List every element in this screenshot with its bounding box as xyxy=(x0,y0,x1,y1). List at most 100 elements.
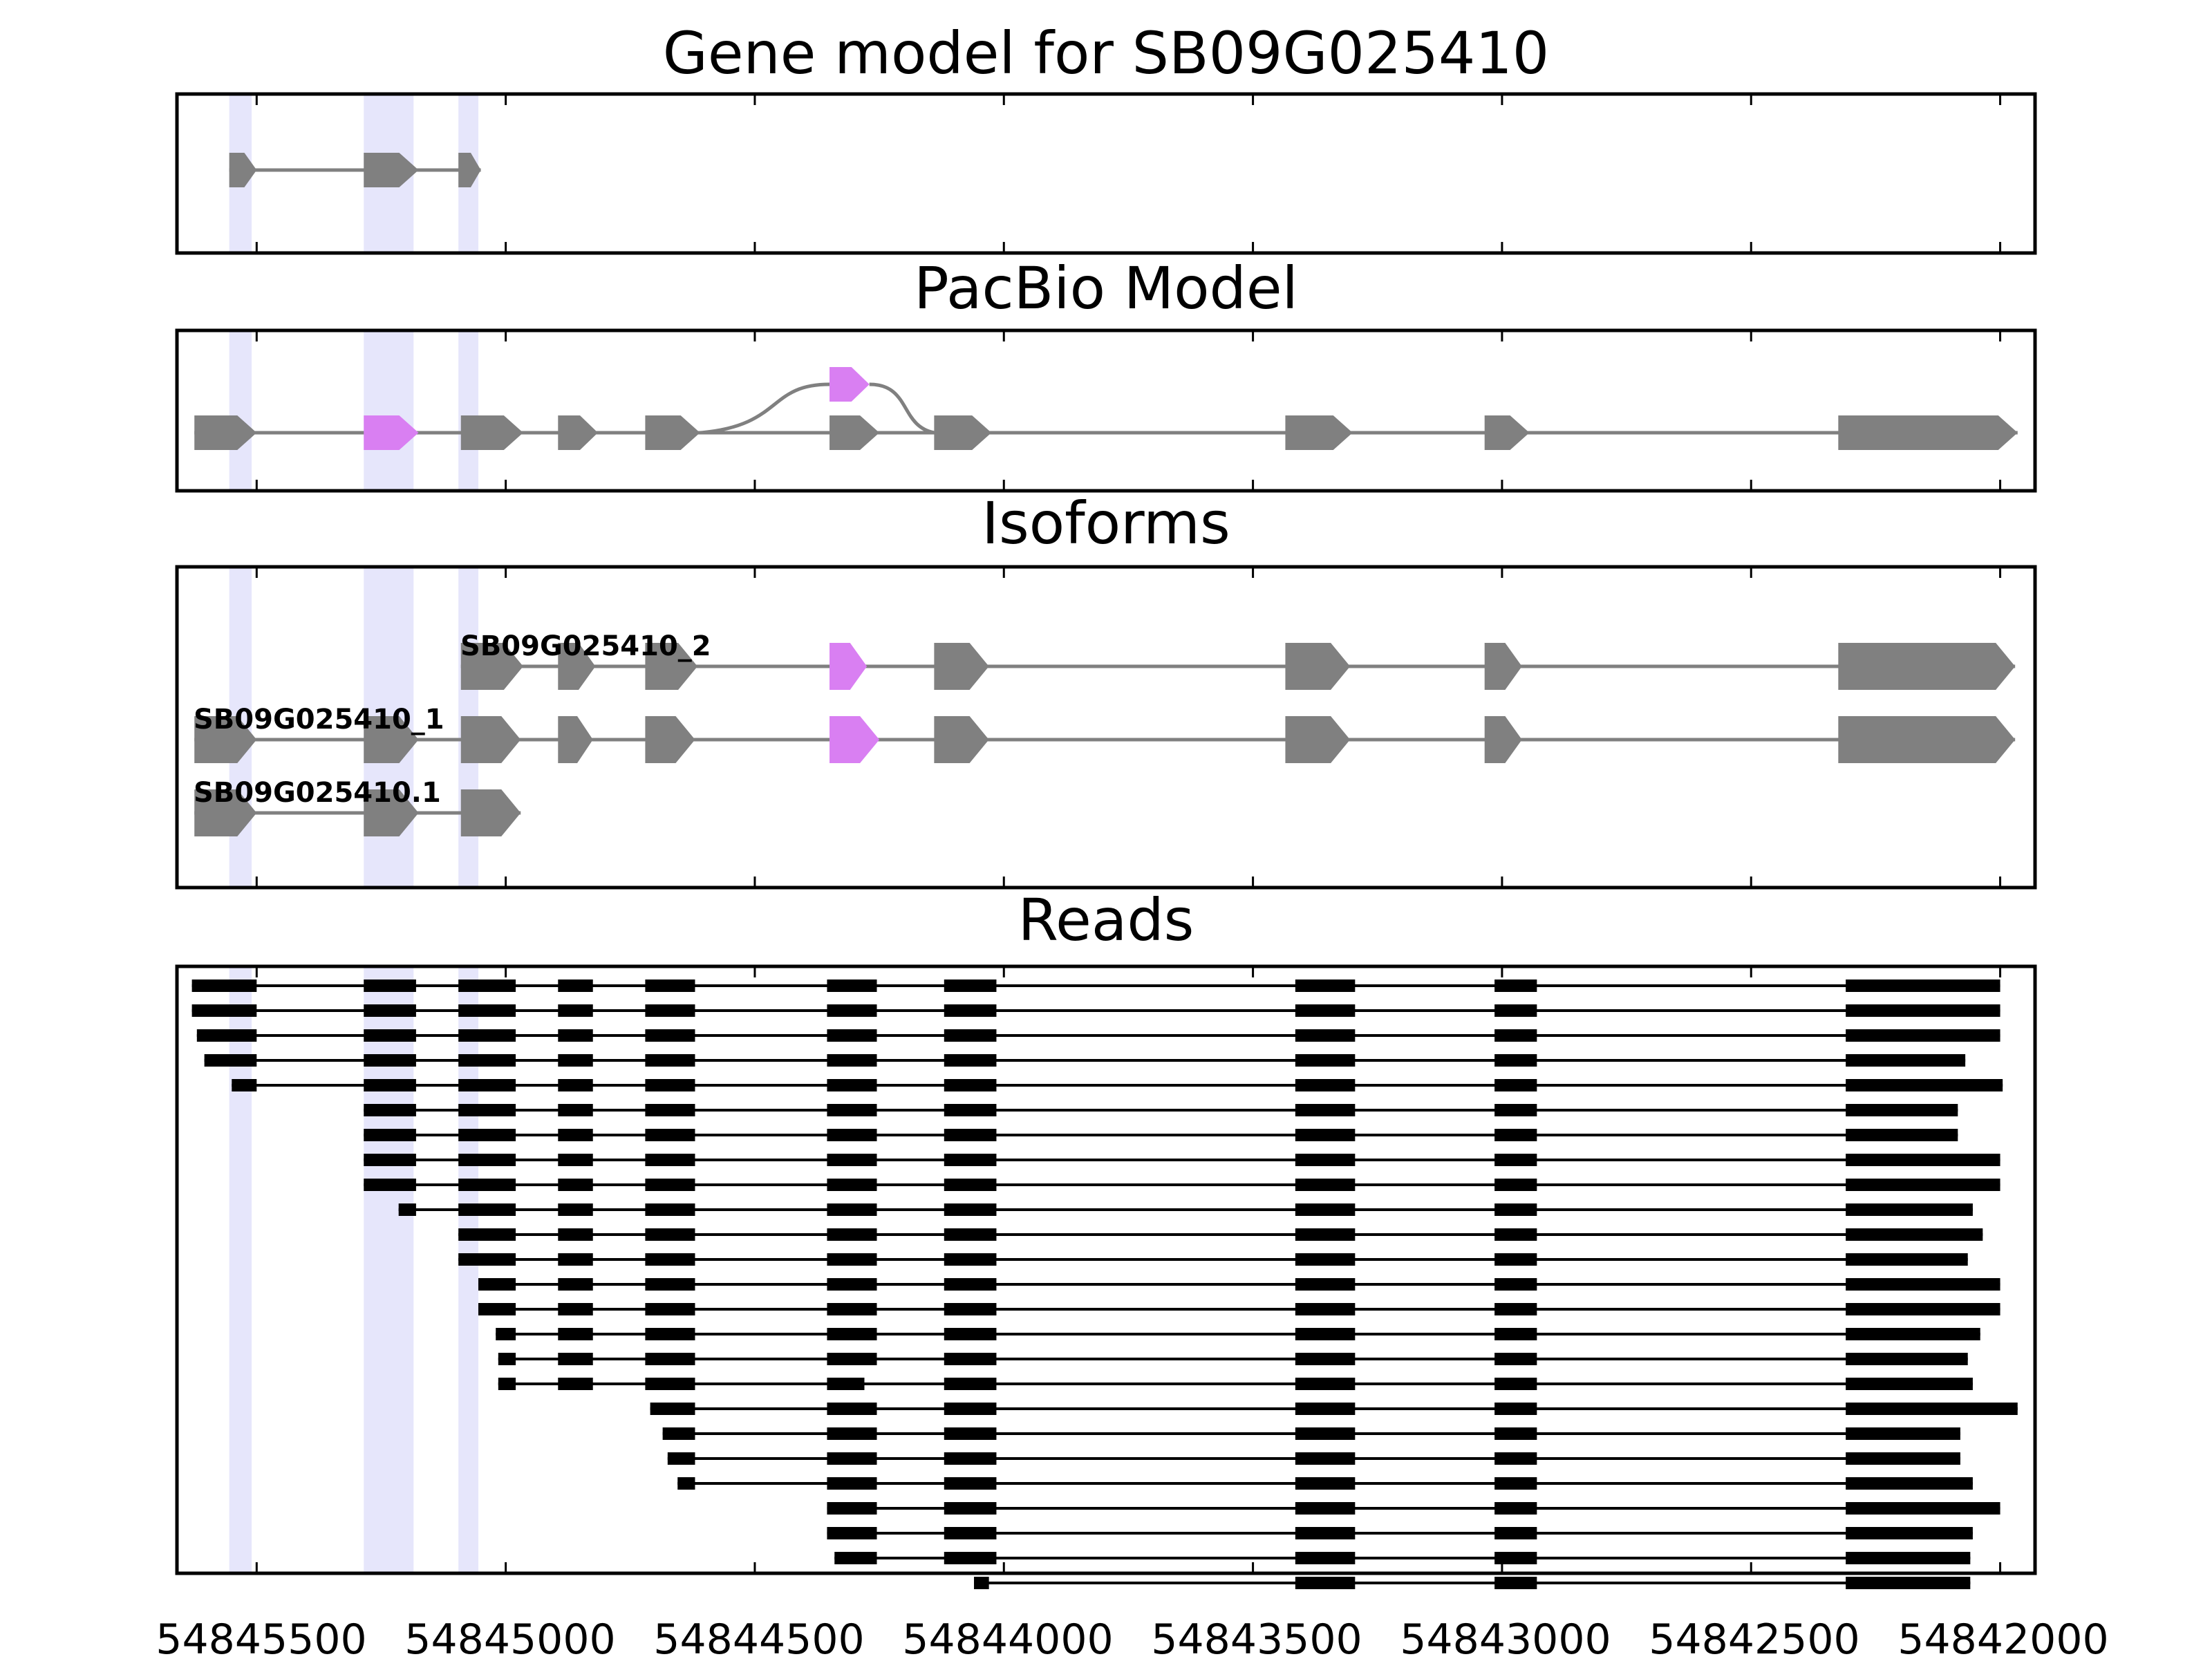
read-block xyxy=(558,1303,593,1315)
exon xyxy=(460,789,521,836)
read-block xyxy=(944,1179,997,1191)
read-block xyxy=(398,1203,416,1216)
read-block xyxy=(834,1552,877,1564)
read-block xyxy=(498,1353,516,1365)
read-block xyxy=(558,1179,593,1191)
read-block xyxy=(827,1228,877,1241)
read-block xyxy=(1494,1004,1537,1017)
read-block xyxy=(1295,1129,1356,1141)
read-block xyxy=(827,1378,865,1390)
read-block xyxy=(1295,1228,1356,1241)
read-block xyxy=(364,1029,416,1042)
read-block xyxy=(645,980,695,992)
read-block xyxy=(364,1154,416,1166)
x-tick-label: 54842000 xyxy=(1897,1615,2108,1659)
read-block xyxy=(645,1004,695,1017)
exon xyxy=(1484,643,1522,690)
read-block xyxy=(827,1303,877,1315)
read-block xyxy=(827,1203,877,1216)
read-block xyxy=(1295,1303,1356,1315)
read-block xyxy=(645,1303,695,1315)
x-tick-label: 54843000 xyxy=(1400,1615,1611,1659)
read-block xyxy=(364,1054,416,1067)
read-block xyxy=(645,1104,695,1116)
read-block xyxy=(558,1228,593,1241)
read-block xyxy=(204,1054,257,1067)
read-block xyxy=(1494,1203,1537,1216)
exon xyxy=(558,643,596,690)
read-block xyxy=(458,1079,516,1091)
read-block xyxy=(1295,1452,1356,1465)
exon xyxy=(934,716,989,763)
read-block xyxy=(1846,1303,2000,1315)
read-block xyxy=(944,1154,997,1166)
read-block xyxy=(1846,1104,1958,1116)
isoforms-title: Isoforms xyxy=(982,489,1230,557)
read-block xyxy=(827,1154,877,1166)
read-block xyxy=(364,980,416,992)
read-block xyxy=(944,1079,997,1091)
read-block xyxy=(827,1129,877,1141)
panel-frame xyxy=(175,565,2037,890)
read-block xyxy=(645,1079,695,1091)
panel-frame xyxy=(175,328,2037,493)
read-block xyxy=(558,1253,593,1266)
read-block xyxy=(1295,1577,1356,1589)
read-block xyxy=(496,1328,516,1340)
exon xyxy=(229,153,257,187)
read-block xyxy=(1846,1129,1958,1141)
read-block xyxy=(827,1104,877,1116)
highlight-region xyxy=(229,966,252,1573)
read-block xyxy=(478,1278,516,1291)
exon xyxy=(1285,716,1351,763)
read-block xyxy=(458,980,516,992)
read-block xyxy=(1846,1029,2000,1042)
read-block xyxy=(645,1203,695,1216)
alternative-exon xyxy=(364,415,419,450)
read-block xyxy=(645,1054,695,1067)
read-block xyxy=(827,1278,877,1291)
read-block xyxy=(1846,1278,2000,1291)
reads-plot-area xyxy=(175,964,2037,1589)
read-block xyxy=(458,1104,516,1116)
read-block xyxy=(458,1004,516,1017)
read-block xyxy=(645,1328,695,1340)
read-block xyxy=(558,1004,593,1017)
exon xyxy=(460,643,523,690)
pacbio-model-panel: PacBio Model xyxy=(175,254,2037,493)
exon xyxy=(364,153,419,187)
read-block xyxy=(667,1452,695,1465)
read-block xyxy=(1494,1179,1537,1191)
read-block xyxy=(364,1179,416,1191)
read-block xyxy=(1295,1427,1356,1440)
read-block xyxy=(458,1029,516,1042)
read-block xyxy=(1494,1228,1537,1241)
read-block xyxy=(827,1054,877,1067)
read-block xyxy=(1494,980,1537,992)
exon xyxy=(558,716,593,763)
read-block xyxy=(1295,1378,1356,1390)
read-block xyxy=(944,1427,997,1440)
read-block xyxy=(1295,980,1356,992)
read-block xyxy=(944,1129,997,1141)
read-block xyxy=(645,1353,695,1365)
read-block xyxy=(364,1104,416,1116)
read-block xyxy=(944,1303,997,1315)
read-block xyxy=(1494,1477,1537,1490)
read-block xyxy=(944,1104,997,1116)
read-block xyxy=(1846,1452,1960,1465)
highlight-region xyxy=(364,330,414,491)
read-block xyxy=(458,1154,516,1166)
read-block xyxy=(1295,1477,1356,1490)
highlight-region xyxy=(364,966,414,1573)
read-block xyxy=(1846,1179,2000,1191)
read-block xyxy=(827,980,877,992)
read-block xyxy=(974,1577,989,1589)
read-block xyxy=(558,1203,593,1216)
isoforms-plot-area xyxy=(175,565,2037,890)
read-block xyxy=(1846,1079,2003,1091)
read-block xyxy=(558,1278,593,1291)
read-block xyxy=(645,1154,695,1166)
read-block xyxy=(944,1328,997,1340)
read-block xyxy=(1846,1328,1980,1340)
